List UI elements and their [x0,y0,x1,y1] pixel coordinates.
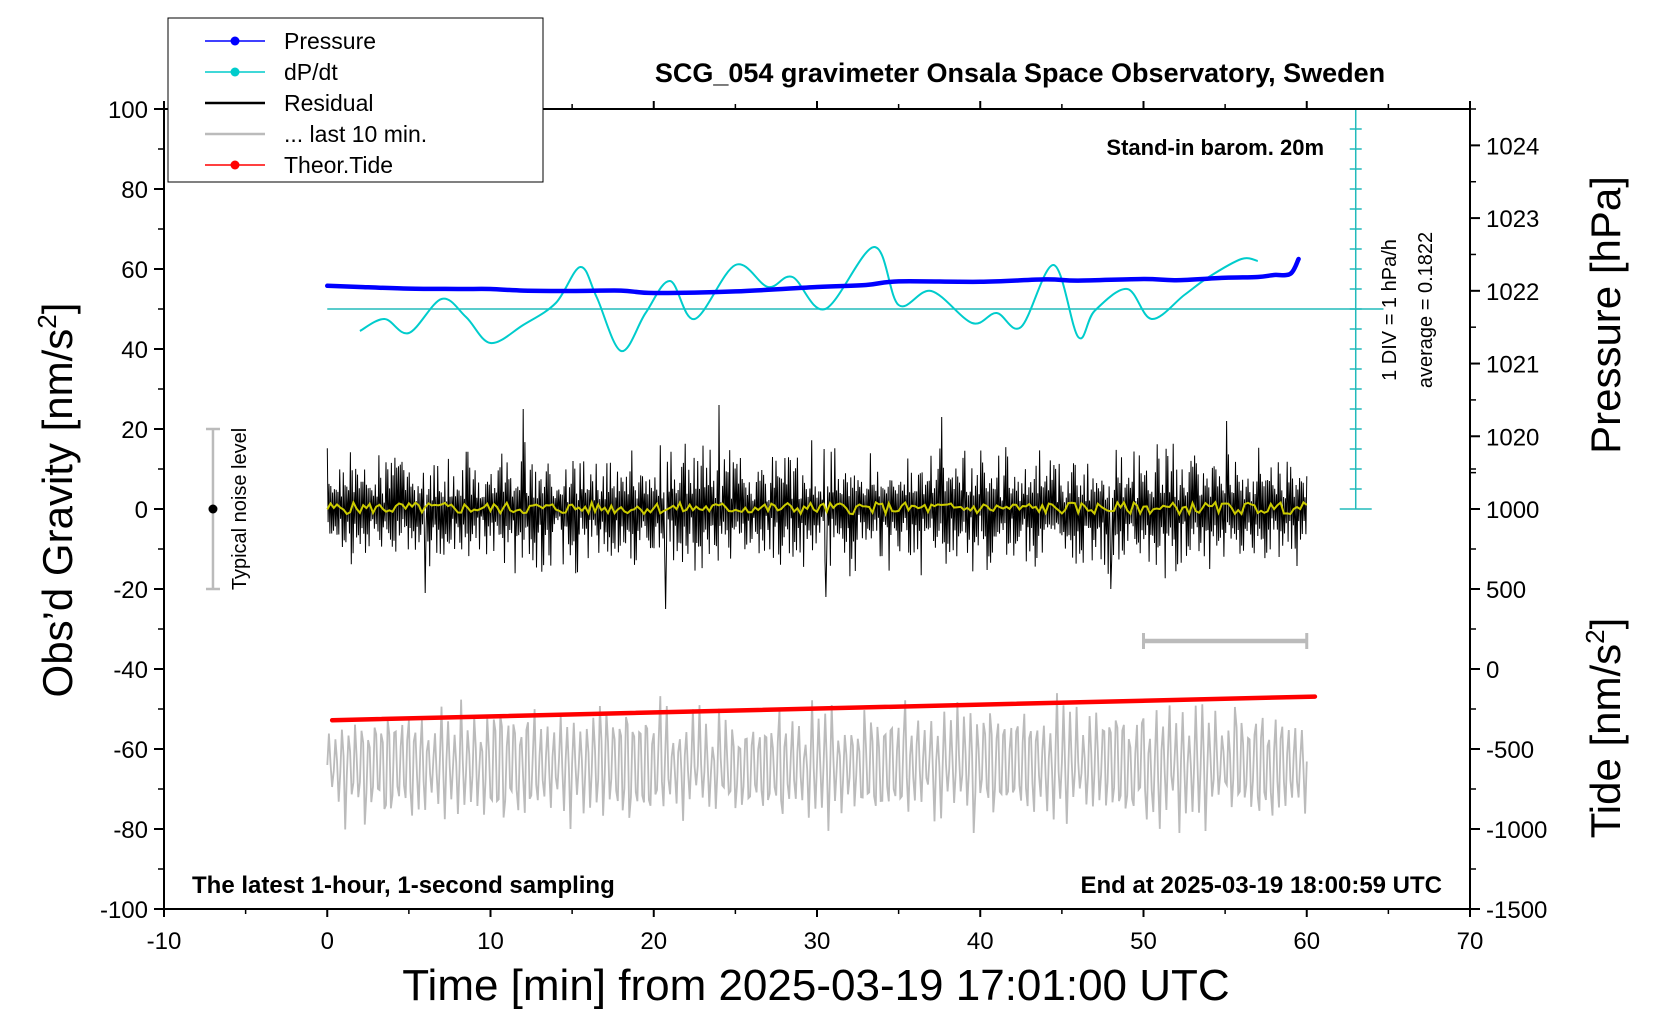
theoretical-tide-series [329,694,1318,723]
tide-line [329,694,1318,723]
sampling-note: The latest 1-hour, 1-second sampling [192,872,615,899]
tide-tick-label: 0 [1486,657,1499,684]
noise-level-label: Typical noise level [229,428,251,590]
tide-axis-label: Tide [nm/s2] [1580,618,1629,839]
tide-axis-label-end: ] [1582,618,1629,630]
x-tick-label: 70 [1457,928,1484,955]
legend-marker-0 [230,36,240,46]
reference-bars [205,427,1309,649]
noise-bar-dot [208,504,218,514]
div-scale-label: 1 DIV = 1 hPa/h [1379,239,1401,381]
y-tick-label: 80 [121,177,148,204]
legend-box [167,17,544,183]
legend-label-0: Pressure [284,28,376,54]
pressure-tick-label: 1021 [1486,352,1539,379]
last-10-min-series [326,693,1308,834]
legend-marker-4 [230,160,240,170]
left-axis-label-sup: 2 [32,314,62,328]
x-tick-label: -10 [147,928,182,955]
y-tick-label: -100 [100,897,148,924]
left-axis-label: Obs’d Gravity [nm/s2] [32,303,81,698]
legend: Pressure dP/dt Residual ... last 10 min. The… [167,17,544,183]
pressure-tick-label: 1023 [1486,206,1539,233]
x-tick-label: 10 [477,928,504,955]
tide-tick-label: 1000 [1486,497,1539,524]
tide-tick-label: -500 [1486,737,1534,764]
x-tick-label: 40 [967,928,994,955]
y-tick-label: -40 [113,657,148,684]
x-axis-label: Time [min] from 2025-03-19 17:01:00 UTC [402,961,1229,1010]
pressure-tick-label: 1022 [1486,279,1539,306]
pressure-tick-label: 1020 [1486,424,1539,451]
left-axis-label-end: ] [34,303,81,315]
residual-line [326,404,1308,610]
tide-tick-label: -1500 [1486,897,1547,924]
tide-axis-label-main: Tide [nm/s [1582,644,1629,839]
tide-tick-label: -1000 [1486,817,1547,844]
end-time-note: End at 2025-03-19 18:00:59 UTC [1081,872,1443,899]
tide-axis-ticks: 1000 500 0 -500 -1000 -1500 [1470,468,1547,924]
y-tick-label: 20 [121,417,148,444]
y-tick-label: -60 [113,737,148,764]
pressure-axis-ticks: 1024 1023 1022 1021 1020 [1470,108,1539,474]
legend-label-1: dP/dt [284,59,338,85]
y-tick-label: 0 [135,497,148,524]
pressure-tick-label: 1024 [1486,133,1539,160]
x-tick-label: 20 [640,928,667,955]
x-axis-ticks: -10 0 10 20 30 40 50 60 70 [147,101,1484,955]
residual-series [326,404,1308,610]
y-tick-label: 100 [108,97,148,124]
x-tick-label: 30 [804,928,831,955]
y-tick-label: 40 [121,337,148,364]
legend-label-4: Theor.Tide [284,152,393,178]
y-tick-label: 60 [121,257,148,284]
tide-tick-label: 500 [1486,577,1526,604]
dpdt-line [359,245,1259,353]
stand-in-barometer-note: Stand-in barom. 20m [1106,135,1324,160]
average-label: average = 0.1822 [1415,232,1437,388]
legend-items: Pressure dP/dt Residual ... last 10 min. The… [205,28,427,178]
left-axis-ticks: 100 80 60 40 20 0 -20 -40 -60 -80 -100 [100,97,164,924]
legend-marker-1 [230,67,240,77]
dpdt-series [359,245,1259,353]
legend-label-3: ... last 10 min. [284,121,427,147]
residual-smooth-series [326,499,1308,518]
pressure-line [325,256,1301,296]
pressure-axis-label: Pressure [hPa] [1582,176,1629,454]
pressure-series [325,256,1301,296]
x-tick-label: 60 [1293,928,1320,955]
last-10-min-line [326,693,1308,834]
x-tick-label: 50 [1130,928,1157,955]
left-axis-label-main: Obs’d Gravity [nm/s [34,329,81,698]
residual-smooth-line [326,499,1308,518]
legend-label-2: Residual [284,90,374,116]
tide-axis-label-sup: 2 [1580,629,1610,643]
chart-title: SCG_054 gravimeter Onsala Space Observat… [655,58,1385,88]
y-tick-label: -80 [113,817,148,844]
y-tick-label: -20 [113,577,148,604]
x-tick-label: 0 [321,928,334,955]
